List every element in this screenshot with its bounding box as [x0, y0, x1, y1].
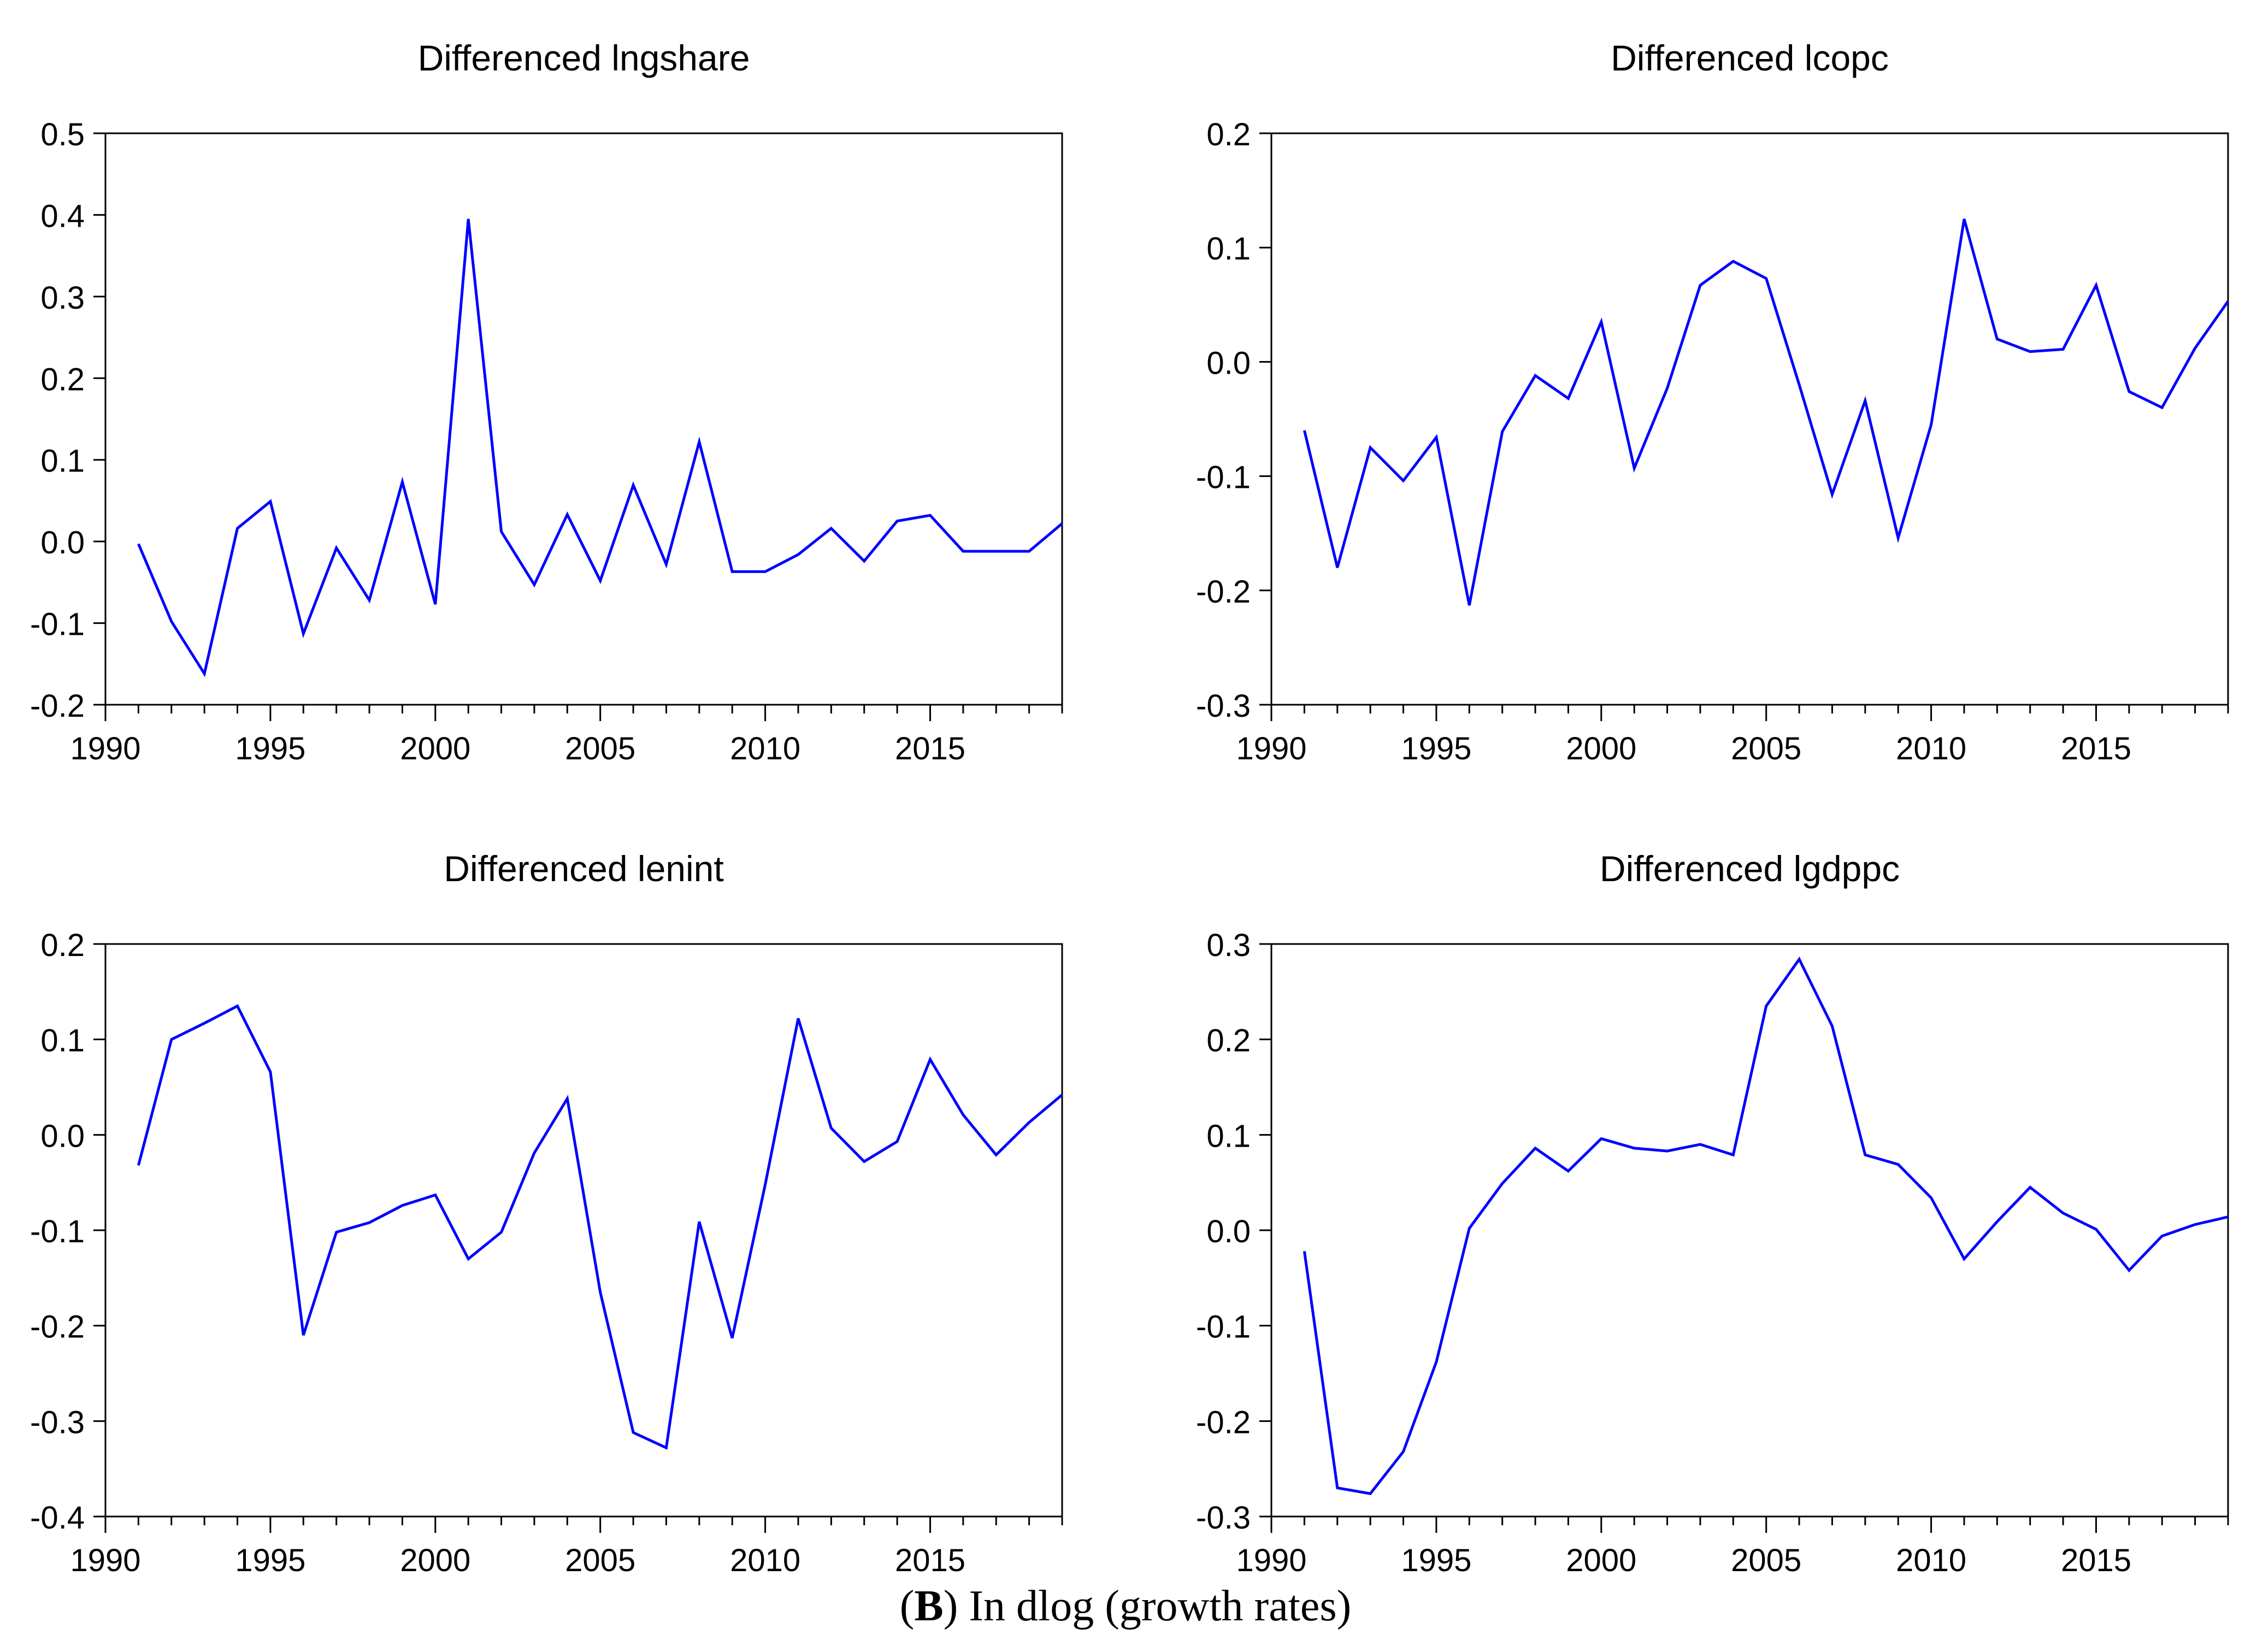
x-tick-label: 2005: [565, 731, 635, 766]
y-tick-label: 0.2: [1206, 1023, 1251, 1059]
chart-panel-1: Differenced lngshare -0.2 -0.1 0.0 0.1 0.2 0.3…: [30, 38, 1063, 766]
chart-title: Differenced lenint: [444, 848, 723, 889]
y-tick-label: -0.1: [30, 607, 85, 642]
y-tick-label: -0.1: [1196, 460, 1251, 495]
y-tick-label: 0.0: [1206, 1214, 1251, 1249]
series-line: [137, 219, 1063, 677]
y-tick-label: -0.4: [30, 1500, 85, 1536]
caption-label: B: [914, 1582, 944, 1630]
plot-frame: [1270, 132, 2229, 706]
x-tick-label: 2015: [2061, 1543, 2131, 1578]
series-line: [1303, 219, 2230, 606]
x-tick-label: 1995: [235, 1543, 305, 1578]
y-tick-label: -0.3: [30, 1405, 85, 1440]
x-tick-label: 2010: [730, 731, 800, 766]
caption-open: (: [899, 1582, 915, 1630]
x-tick-label: 1995: [235, 731, 305, 766]
x-tick-label: 2015: [895, 731, 965, 766]
plot-frame: [104, 132, 1063, 706]
y-tick-label: 0.0: [40, 525, 85, 560]
y-tick-label: 0.3: [40, 280, 85, 316]
y-tick-label: 0.0: [40, 1118, 85, 1154]
y-tick-label: 0.2: [1206, 117, 1251, 152]
y-tick-label: -0.2: [30, 1309, 85, 1345]
y-tick-label: 0.1: [1206, 1118, 1251, 1154]
y-tick-label: 0.1: [40, 1023, 85, 1059]
x-tick-label: 2000: [1566, 731, 1636, 766]
y-tick-label: -0.2: [1196, 574, 1251, 610]
x-tick-label: 1990: [1236, 731, 1306, 766]
x-tick-label: 1990: [1236, 1543, 1306, 1578]
x-tick-label: 1995: [1401, 731, 1471, 766]
x-tick-label: 1990: [70, 1543, 140, 1578]
x-tick-label: 2005: [565, 1543, 635, 1578]
chart-panel-2: Differenced lcopc -0.3 -0.2 -0.1 0.0 0.1 0.2 19…: [1196, 38, 2230, 766]
chart-title: Differenced lcopc: [1611, 38, 1889, 78]
y-tick-label: 0.2: [40, 362, 85, 397]
y-tick-label: 0.1: [1206, 231, 1251, 267]
x-tick-label: 2005: [1731, 731, 1801, 766]
chart-panel-3: Differenced lenint -0.4 -0.3 -0.2 -0.1 0.0 0.1…: [30, 848, 1063, 1578]
series-line: [137, 1004, 1063, 1450]
x-tick-label: 1990: [70, 731, 140, 766]
x-tick-label: 2015: [895, 1543, 965, 1578]
x-tick-label: 2015: [2061, 731, 2131, 766]
y-tick-label: -0.3: [1196, 1500, 1251, 1536]
x-tick-label: 2005: [1731, 1543, 1801, 1578]
series-line: [1303, 957, 2229, 1495]
figure-caption: (B) In dlog (growth rates): [0, 1582, 2251, 1631]
chart-panel-4: Differenced lgdppc -0.3 -0.2 -0.1 0.0 0.1 0.2 0…: [1196, 848, 2229, 1578]
y-tick-label: -0.1: [1196, 1309, 1251, 1345]
x-tick-label: 2000: [1566, 1543, 1636, 1578]
x-tick-label: 2010: [1896, 731, 1966, 766]
x-tick-label: 2010: [730, 1543, 800, 1578]
caption-rest: ) In dlog (growth rates): [943, 1582, 1352, 1630]
x-tick-label: 2000: [400, 1543, 470, 1578]
y-tick-label: -0.1: [30, 1214, 85, 1249]
x-tick-label: 1995: [1401, 1543, 1471, 1578]
y-tick-label: -0.2: [30, 688, 85, 724]
plot-frame: [1270, 943, 2229, 1518]
y-tick-label: 0.5: [40, 117, 85, 152]
chart-title: Differenced lngshare: [418, 38, 750, 78]
y-tick-label: -0.3: [1196, 688, 1251, 724]
y-tick-label: 0.4: [40, 198, 85, 234]
x-tick-label: 2000: [400, 731, 470, 766]
y-tick-label: -0.2: [1196, 1405, 1251, 1440]
y-tick-label: 0.2: [40, 928, 85, 963]
y-tick-label: 0.1: [40, 444, 85, 479]
y-tick-label: 0.3: [1206, 928, 1251, 963]
y-tick-label: 0.0: [1206, 345, 1251, 381]
chart-title: Differenced lgdppc: [1600, 848, 1900, 889]
x-tick-label: 2010: [1896, 1543, 1966, 1578]
